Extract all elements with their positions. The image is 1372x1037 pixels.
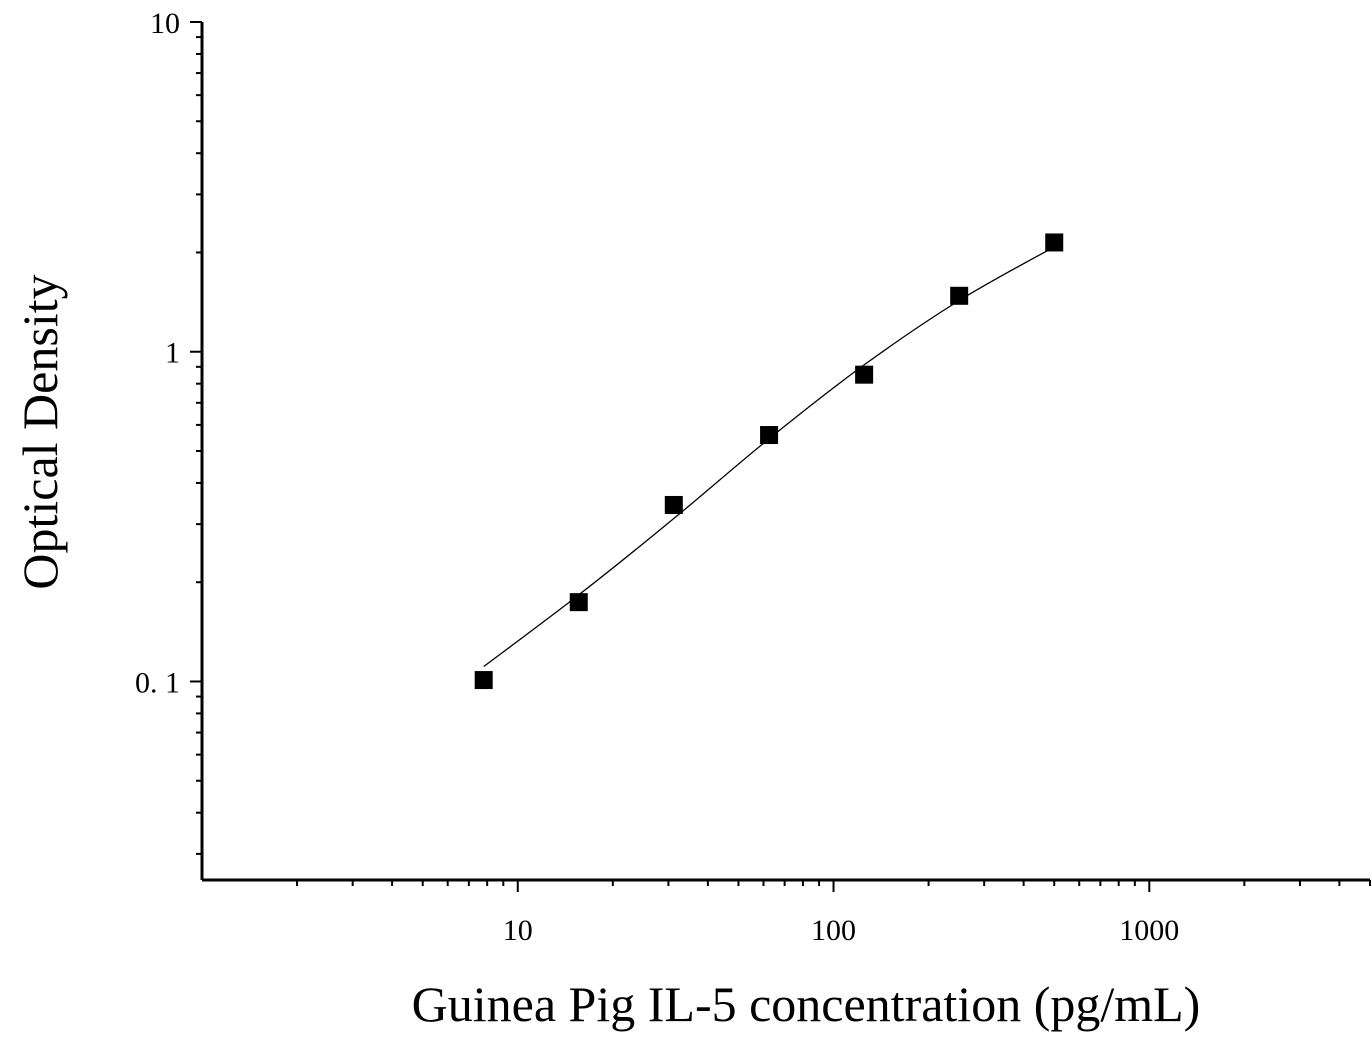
data-point [950,286,969,305]
y-tick-labels: 10 1 0. 1 [135,7,180,699]
x-axis-title: Guinea Pig IL-5 concentration (pg/mL) [412,976,1201,1032]
x-tick-label: 100 [811,914,856,947]
fit-curve [483,246,1055,668]
x-tick-label: 1000 [1119,914,1179,947]
y-tick-label: 1 [165,337,180,370]
data-point [1045,233,1064,252]
y-axis-title: Optical Density [12,274,68,589]
y-tick-label: 0. 1 [135,666,180,699]
data-point [474,671,493,690]
data-points [474,233,1064,690]
data-point [760,426,779,445]
data-point [855,365,874,384]
x-tick-label: 10 [503,914,533,947]
y-tick-label: 10 [150,7,180,40]
data-point [664,495,683,514]
x-tick-labels: 10 100 1000 [503,914,1180,947]
data-point [569,593,588,612]
axes [190,21,1371,892]
